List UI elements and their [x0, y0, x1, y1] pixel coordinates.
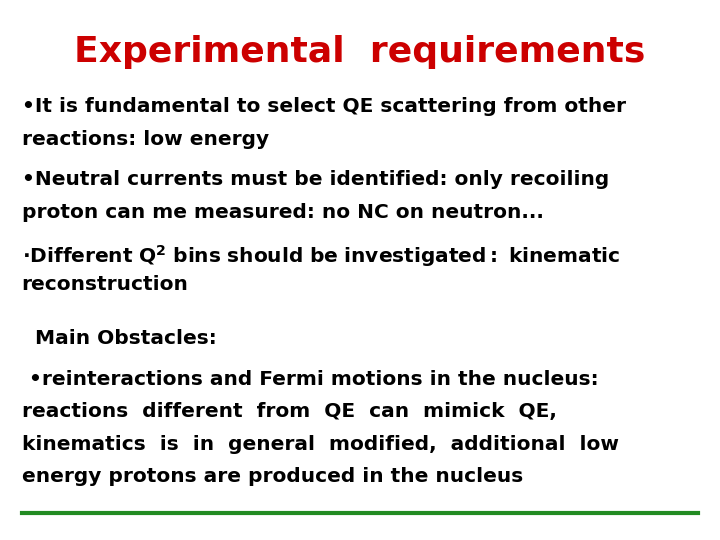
Text: reconstruction: reconstruction	[22, 275, 189, 294]
Text: Main Obstacles:: Main Obstacles:	[35, 329, 216, 348]
Text: •reinteractions and Fermi motions in the nucleus:: •reinteractions and Fermi motions in the…	[22, 370, 598, 389]
Text: energy protons are produced in the nucleus: energy protons are produced in the nucle…	[22, 467, 523, 486]
Text: reactions  different  from  QE  can  mimick  QE,: reactions different from QE can mimick Q…	[22, 402, 557, 421]
Text: proton can me measured: no NC on neutron...: proton can me measured: no NC on neutron…	[22, 202, 544, 221]
Text: •Neutral currents must be identified: only recoiling: •Neutral currents must be identified: on…	[22, 170, 609, 189]
Text: •It is fundamental to select QE scattering from other: •It is fundamental to select QE scatteri…	[22, 97, 626, 116]
Text: $\mathbf{\bullet}$$\mathbf{Different\ Q^{2}\ bins\ should\ be\ investigated:\ ki: $\mathbf{\bullet}$$\mathbf{Different\ Q^…	[22, 243, 620, 269]
Text: reactions: low energy: reactions: low energy	[22, 130, 269, 148]
Text: Experimental  requirements: Experimental requirements	[74, 35, 646, 69]
Text: kinematics  is  in  general  modified,  additional  low: kinematics is in general modified, addit…	[22, 435, 618, 454]
